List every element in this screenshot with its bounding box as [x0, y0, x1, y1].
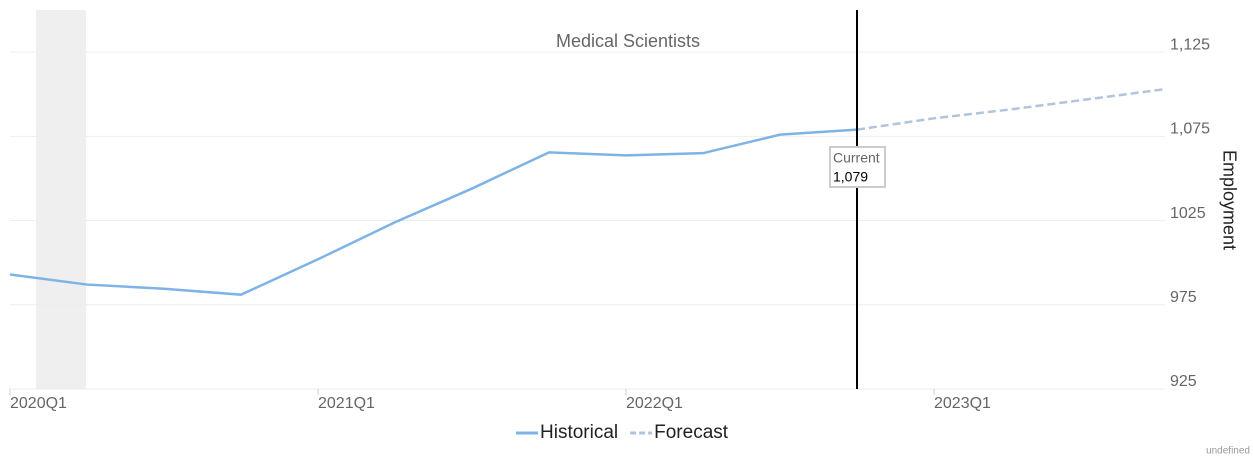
y-tick-label: 1025: [1170, 205, 1206, 222]
y-axis-label: Employment: [1219, 150, 1239, 250]
x-tick-label: 2020Q1: [10, 395, 67, 412]
annotation-box: [829, 146, 886, 188]
x-tick-label: 2021Q1: [318, 395, 375, 412]
y-tick-label: 925: [1170, 373, 1197, 390]
chart-title: Medical Scientists: [556, 31, 700, 51]
y-tick-label: 975: [1170, 289, 1197, 306]
y-tick-label: 1,125: [1170, 36, 1210, 53]
legend-label: Forecast: [654, 422, 729, 443]
annotation-value: 1,079: [833, 169, 868, 185]
legend-label: Historical: [540, 422, 618, 443]
x-tick-label: 2023Q1: [934, 395, 991, 412]
y-tick-label: 1,075: [1170, 121, 1210, 138]
series-line: [856, 87, 1166, 131]
shaded-period: [36, 10, 86, 389]
x-tick-label: 2022Q1: [626, 395, 683, 412]
annotation-label: Current: [833, 150, 880, 166]
series-line: [9, 128, 858, 296]
footer: undefined: [1206, 446, 1250, 457]
